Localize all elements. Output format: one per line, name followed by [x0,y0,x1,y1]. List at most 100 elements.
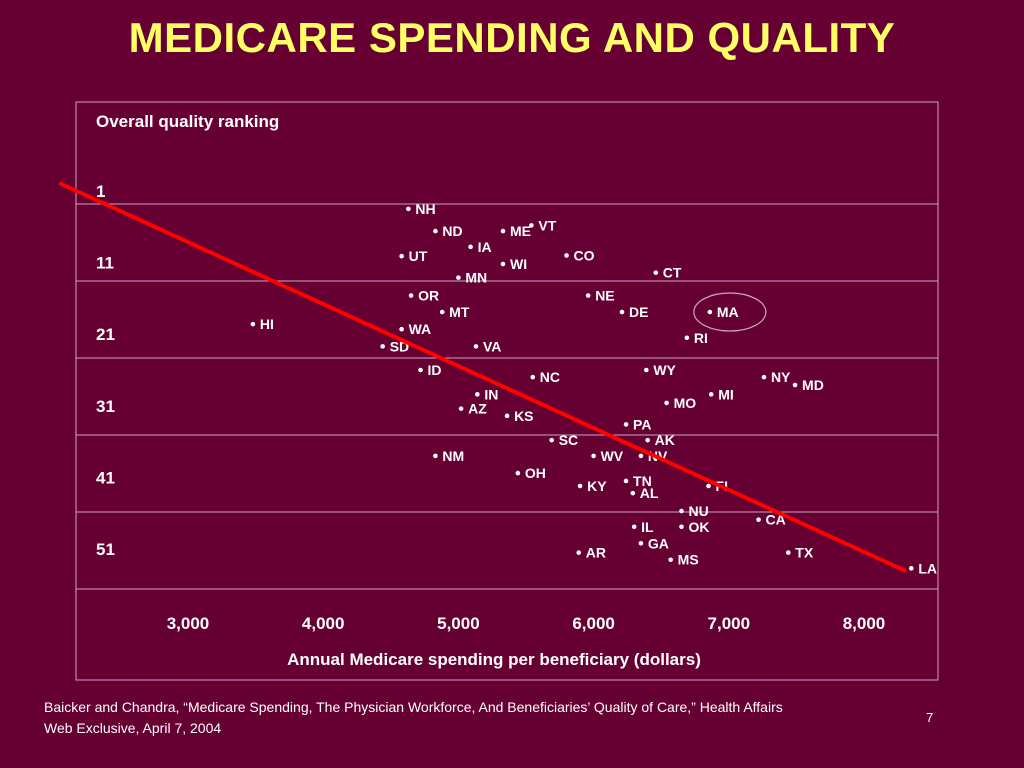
point-label: VT [538,217,556,233]
point-marker [638,540,644,546]
data-point-ct: CT [653,265,682,281]
point-label: KS [514,408,533,424]
citation-line-1: Baicker and Chandra, “Medicare Spending,… [44,699,783,715]
point-label: DE [629,304,648,320]
citation-line-2: Web Exclusive, April 7, 2004 [44,720,222,736]
slide-title: MEDICARE SPENDING AND QUALITY [128,14,896,61]
point-label: OH [525,465,546,481]
point-marker [679,524,684,530]
data-point-or: OR [408,288,439,304]
point-marker [785,550,791,555]
point-label: CT [663,265,682,281]
point-marker [530,374,536,380]
point-marker [668,557,673,563]
point-marker [500,261,506,267]
data-point-ut: UT [399,248,428,264]
point-label: WV [601,448,624,464]
point-label: MO [674,395,697,411]
point-marker [619,309,625,315]
point-marker [515,470,521,476]
data-point-al: AL [630,485,659,501]
point-marker [909,566,914,571]
point-marker [473,344,479,349]
plot-frame [75,101,939,681]
point-marker [706,483,711,489]
point-label: NY [771,369,791,385]
point-marker [576,550,582,555]
point-label: ND [442,223,462,239]
data-point-mn: MN [456,270,487,286]
point-marker [708,392,714,397]
point-marker [439,309,445,315]
point-label: AZ [468,401,487,417]
point-label: ME [510,223,531,239]
point-label: IN [484,386,498,402]
point-label: AL [640,485,659,501]
point-marker [408,293,414,298]
point-marker [644,367,649,373]
point-label: PA [633,416,651,432]
point-label: MA [717,304,739,320]
y-tick-label: 31 [96,397,115,416]
data-point-ar: AR [576,545,606,561]
data-point-tn: TN [623,473,652,489]
point-label: WA [409,321,432,337]
point-marker [475,392,480,397]
point-marker [684,335,690,341]
point-marker [623,478,629,484]
point-label: MN [465,270,487,286]
point-marker [564,253,569,258]
x-tick-label: 6,000 [572,614,615,633]
point-marker [638,453,644,459]
point-marker [504,413,510,419]
data-point-ri: RI [684,330,708,346]
point-marker [756,517,761,522]
point-marker [399,326,404,332]
point-marker [500,228,506,234]
point-label: RI [694,330,708,346]
point-label: TN [633,473,652,489]
point-marker [529,223,534,228]
highlight-circle [693,292,767,332]
y-tick-label: 51 [96,540,115,559]
point-marker [433,228,438,234]
data-point-mi: MI [708,386,734,402]
data-point-ny: NY [761,369,791,385]
data-point-vt: VT [529,217,557,233]
data-point-in: IN [475,386,498,402]
data-point-ok: OK [679,519,709,535]
data-point-va: VA [473,338,501,354]
data-point-nh: NH [406,201,436,217]
y-tick-label: 1 [96,182,105,201]
point-label: AR [586,545,606,561]
point-marker [250,321,256,327]
point-marker [399,253,404,259]
x-tick-label: 3,000 [167,614,210,633]
citation: Baicker and Chandra, “Medicare Spending,… [44,697,944,739]
data-point-me: ME [500,223,531,239]
point-marker [630,490,636,496]
data-point-ma: MA [707,304,739,320]
point-label: KY [587,478,607,494]
grid-lines [76,203,938,590]
data-point-hi: HI [250,316,274,332]
data-point-pa: PA [623,416,651,432]
point-label: AK [655,432,675,448]
data-point-sc: SC [549,432,578,448]
point-marker [591,453,596,459]
data-point-ne: NE [585,288,615,304]
page-number: 7 [926,710,934,725]
point-marker [664,400,669,406]
data-point-wv: WV [591,448,624,464]
point-label: TX [795,545,814,561]
data-point-la: LA [909,560,937,576]
point-label: UT [409,248,428,264]
point-label: MI [718,386,734,402]
data-point-wi: WI [500,256,527,272]
point-marker [645,437,650,443]
point-label: NC [540,369,560,385]
data-point-wa: WA [399,321,431,337]
